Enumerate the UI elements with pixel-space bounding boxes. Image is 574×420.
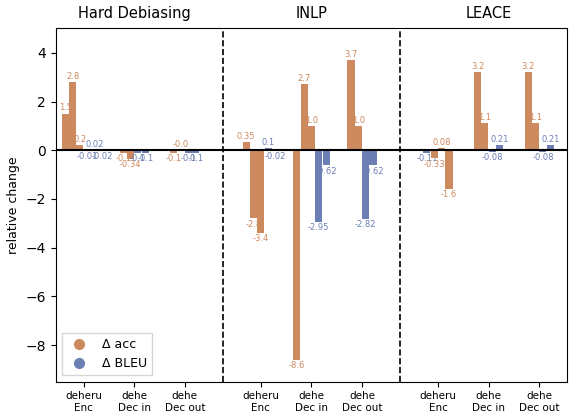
Bar (308, 126, 315, 150)
Bar (61, 114, 69, 150)
Text: INLP: INLP (296, 6, 327, 21)
Bar (438, 148, 445, 150)
Text: -0.08: -0.08 (482, 153, 503, 163)
Text: 0.2: 0.2 (73, 135, 87, 144)
Bar (272, 150, 279, 151)
Text: -0.1: -0.1 (115, 154, 131, 163)
Bar (170, 150, 177, 153)
Bar (69, 82, 76, 150)
Bar (142, 150, 149, 153)
Text: -3.4: -3.4 (253, 234, 269, 243)
Text: -0.08: -0.08 (532, 153, 554, 163)
Bar (540, 150, 546, 152)
Text: -0.62: -0.62 (362, 167, 384, 176)
Bar (127, 150, 134, 158)
Bar (474, 72, 481, 150)
Text: 0.21: 0.21 (541, 135, 560, 144)
Text: -8.6: -8.6 (289, 361, 305, 370)
Text: 1.5: 1.5 (59, 103, 72, 113)
Legend: Δ acc, Δ BLEU: Δ acc, Δ BLEU (62, 333, 152, 375)
Text: 3.2: 3.2 (471, 62, 484, 71)
Text: 0.08: 0.08 (432, 138, 451, 147)
Text: 0.21: 0.21 (490, 135, 509, 144)
Text: -2.95: -2.95 (308, 223, 329, 232)
Bar (445, 150, 452, 189)
Text: 0.02: 0.02 (86, 139, 104, 149)
Y-axis label: relative change: relative change (7, 156, 20, 254)
Text: 2.8: 2.8 (66, 72, 79, 81)
Bar (496, 145, 503, 150)
Text: 1.0: 1.0 (352, 116, 365, 125)
Bar (355, 126, 362, 150)
Bar (482, 123, 488, 150)
Text: -0.02: -0.02 (265, 152, 286, 161)
Bar (347, 60, 355, 150)
Bar (546, 145, 554, 150)
Bar (119, 150, 127, 153)
Bar (134, 150, 141, 153)
Bar (185, 150, 192, 153)
Bar (250, 150, 257, 218)
Text: -0.11: -0.11 (416, 154, 437, 163)
Text: -0.33: -0.33 (424, 160, 445, 168)
Bar (192, 150, 199, 153)
Text: 1.0: 1.0 (305, 116, 318, 125)
Text: -0.1: -0.1 (188, 154, 204, 163)
Bar (265, 148, 272, 150)
Bar (362, 150, 369, 219)
Text: 0.1: 0.1 (262, 138, 275, 147)
Text: 3.2: 3.2 (522, 62, 535, 71)
Text: 1.1: 1.1 (478, 113, 491, 122)
Bar (370, 150, 377, 165)
Text: 0.35: 0.35 (237, 131, 255, 141)
Bar (315, 150, 322, 222)
Text: -0.1: -0.1 (130, 154, 146, 163)
Text: -1.6: -1.6 (441, 190, 457, 200)
Bar (430, 150, 438, 158)
Bar (532, 123, 539, 150)
Bar (243, 142, 250, 150)
Text: -2.82: -2.82 (355, 220, 377, 229)
Text: LEACE: LEACE (466, 6, 511, 21)
Text: 1.1: 1.1 (529, 113, 542, 122)
Bar (424, 150, 430, 153)
Text: 2.7: 2.7 (297, 74, 311, 83)
Bar (488, 150, 496, 152)
Text: -0.62: -0.62 (315, 167, 337, 176)
Text: -0.1: -0.1 (137, 154, 153, 163)
Bar (76, 145, 83, 150)
Text: -0.0: -0.0 (173, 140, 189, 149)
Bar (323, 150, 329, 165)
Bar (301, 84, 308, 150)
Bar (98, 150, 106, 151)
Text: -0.1: -0.1 (166, 154, 182, 163)
Text: 3.7: 3.7 (344, 50, 358, 59)
Text: Hard Debiasing: Hard Debiasing (78, 6, 191, 21)
Text: -0.1: -0.1 (180, 154, 196, 163)
Bar (525, 72, 532, 150)
Bar (257, 150, 264, 233)
Text: -2.8: -2.8 (245, 220, 262, 229)
Text: -0.34: -0.34 (120, 160, 141, 169)
Bar (293, 150, 300, 360)
Text: -0.01: -0.01 (76, 152, 98, 161)
Text: -0.02: -0.02 (91, 152, 113, 161)
